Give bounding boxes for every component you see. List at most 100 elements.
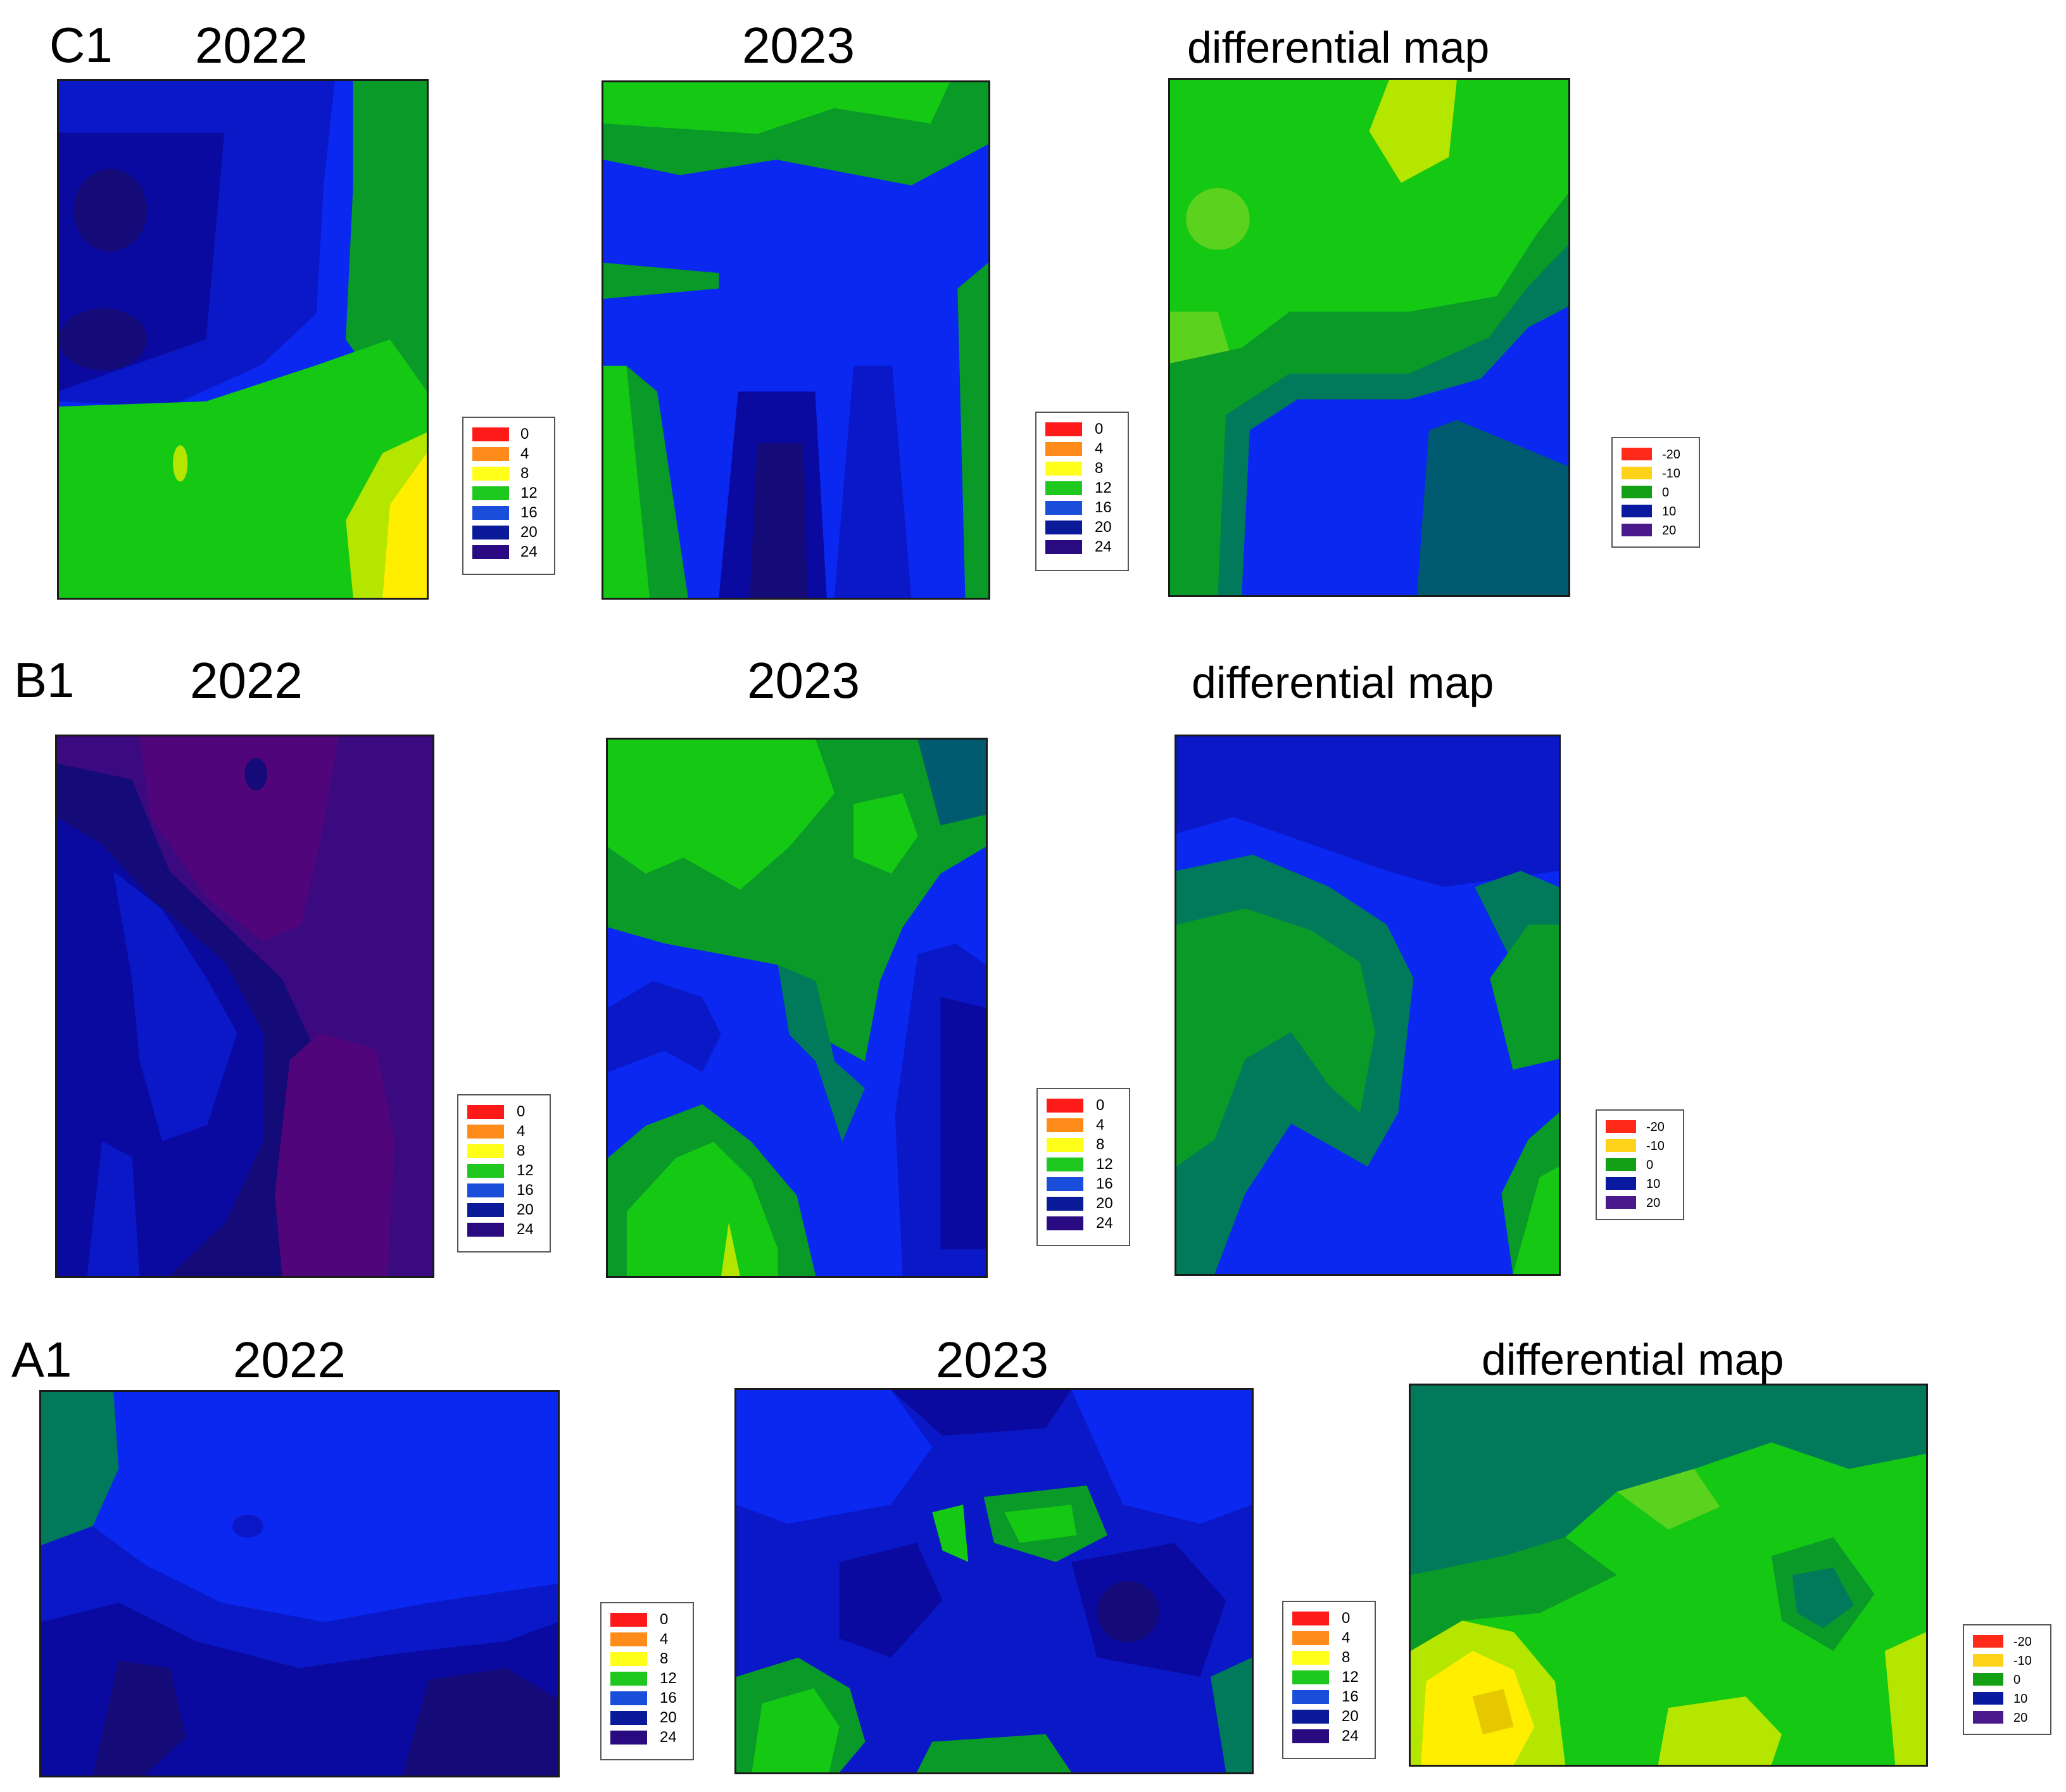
legend-label: 20 [517,1201,534,1218]
legend-label: 0 [1646,1158,1654,1172]
legend-swatch [1047,1197,1083,1211]
legend-swatch [610,1691,647,1705]
legend-label: 24 [520,543,538,560]
legend-label: 0 [517,1103,526,1120]
legend-label: 20 [660,1709,677,1726]
legend-b1-2022: 0 4 8 12 16 20 24 [457,1094,551,1253]
legend-swatch [1047,1216,1083,1230]
legend-b1-2023: 0 4 8 12 16 20 24 [1036,1088,1130,1246]
legend-c1-2022: 0 4 8 12 16 20 24 [462,417,555,575]
panel-title-c1-differential-map: differential map [1187,23,1490,72]
legend-swatch [1047,1158,1083,1171]
legend-swatch [1622,467,1652,479]
legend-a1-2022: 0 4 8 12 16 20 24 [600,1602,694,1760]
legend-label: 12 [1095,479,1112,496]
map-a1-2023 [734,1388,1254,1774]
legend-label: 12 [1342,1669,1359,1686]
legend-swatch [472,526,509,539]
legend-swatch [1292,1631,1329,1645]
legend-label: 10 [2013,1692,2028,1706]
legend-swatch [1606,1120,1636,1133]
legend-label: -10 [2013,1654,2032,1668]
legend-swatch [472,447,509,461]
panel-title-a1-2022: 2022 [233,1332,346,1388]
legend-swatch [1292,1710,1329,1724]
legend-label: 20 [1646,1196,1661,1210]
panel-title-b1-2022: 2022 [190,652,303,709]
map-b1-2022 [55,735,434,1278]
legend-swatch [1047,1177,1083,1191]
legend-swatch [1292,1612,1329,1625]
row-label-a1: A1 [11,1332,72,1387]
legend-swatch [1622,505,1652,517]
legend-swatch [1973,1692,2003,1705]
legend-swatch [467,1144,504,1158]
legend-label: -20 [2013,1635,2032,1649]
legend-swatch [1973,1635,2003,1648]
map-c1-2022 [57,79,429,600]
legend-swatch [610,1652,647,1666]
panel-title-c1-2022: 2022 [195,17,308,73]
legend-label: 4 [660,1631,669,1648]
legend-swatch [467,1105,504,1119]
legend-swatch [1045,540,1082,554]
legend-c1-2023: 0 4 8 12 16 20 24 [1035,412,1129,571]
panel-title-b1-2023: 2023 [747,652,860,709]
panel-title-a1-2023: 2023 [936,1332,1049,1388]
legend-swatch [1292,1670,1329,1684]
legend-label: 24 [1095,538,1112,555]
legend-swatch [467,1223,504,1237]
legend-swatch [1292,1651,1329,1665]
legend-a1-2023: 0 4 8 12 16 20 24 [1282,1601,1376,1759]
legend-swatch [1292,1729,1329,1743]
legend-swatch [1973,1673,2003,1686]
legend-label: 16 [1342,1688,1359,1705]
legend-a1-differential: -20 -10 0 10 20 [1963,1624,2051,1735]
legend-swatch [467,1125,504,1139]
legend-swatch [1622,486,1652,498]
legend-swatch [1047,1138,1083,1152]
legend-swatch [1045,442,1082,456]
legend-label: 0 [520,426,529,443]
legend-label: -10 [1662,467,1680,481]
legend-swatch [472,486,509,500]
map-c1-2023 [602,80,990,600]
legend-swatch [1622,524,1652,536]
legend-label: 12 [1096,1156,1113,1173]
legend-swatch [1622,448,1652,460]
legend-label: 12 [660,1670,677,1687]
map-b1-differential [1175,735,1561,1276]
legend-swatch [467,1183,504,1197]
legend-swatch [610,1672,647,1686]
legend-swatch [1606,1139,1636,1152]
legend-label: 10 [1662,505,1677,519]
legend-swatch [467,1203,504,1217]
panel-title-a1-differential-map: differential map [1482,1335,1784,1384]
legend-label: 10 [1646,1177,1661,1191]
legend-b1-differential: -20 -10 0 10 20 [1596,1109,1684,1220]
legend-swatch [1045,521,1082,534]
legend-swatch [610,1731,647,1745]
map-b1-2023 [606,738,988,1278]
legend-label: 20 [1342,1708,1359,1725]
legend-label: 24 [1096,1215,1113,1232]
legend-swatch [1606,1196,1636,1209]
legend-label: 8 [1095,460,1104,477]
legend-swatch [1292,1690,1329,1704]
legend-label: 16 [517,1182,534,1199]
map-c1-differential [1168,78,1570,597]
legend-label: 8 [660,1650,669,1667]
legend-label: 0 [2013,1673,2021,1687]
legend-label: 16 [1096,1175,1113,1192]
legend-swatch [1045,481,1082,495]
legend-swatch [1973,1654,2003,1667]
legend-swatch [1047,1118,1083,1132]
legend-label: 4 [517,1123,526,1140]
legend-label: 20 [2013,1711,2028,1725]
legend-label: 20 [1095,519,1112,536]
legend-swatch [467,1164,504,1178]
legend-swatch [472,545,509,559]
panel-title-c1-2023: 2023 [742,17,855,73]
legend-swatch [1045,501,1082,515]
panel-title-b1-differential-map: differential map [1192,658,1494,707]
